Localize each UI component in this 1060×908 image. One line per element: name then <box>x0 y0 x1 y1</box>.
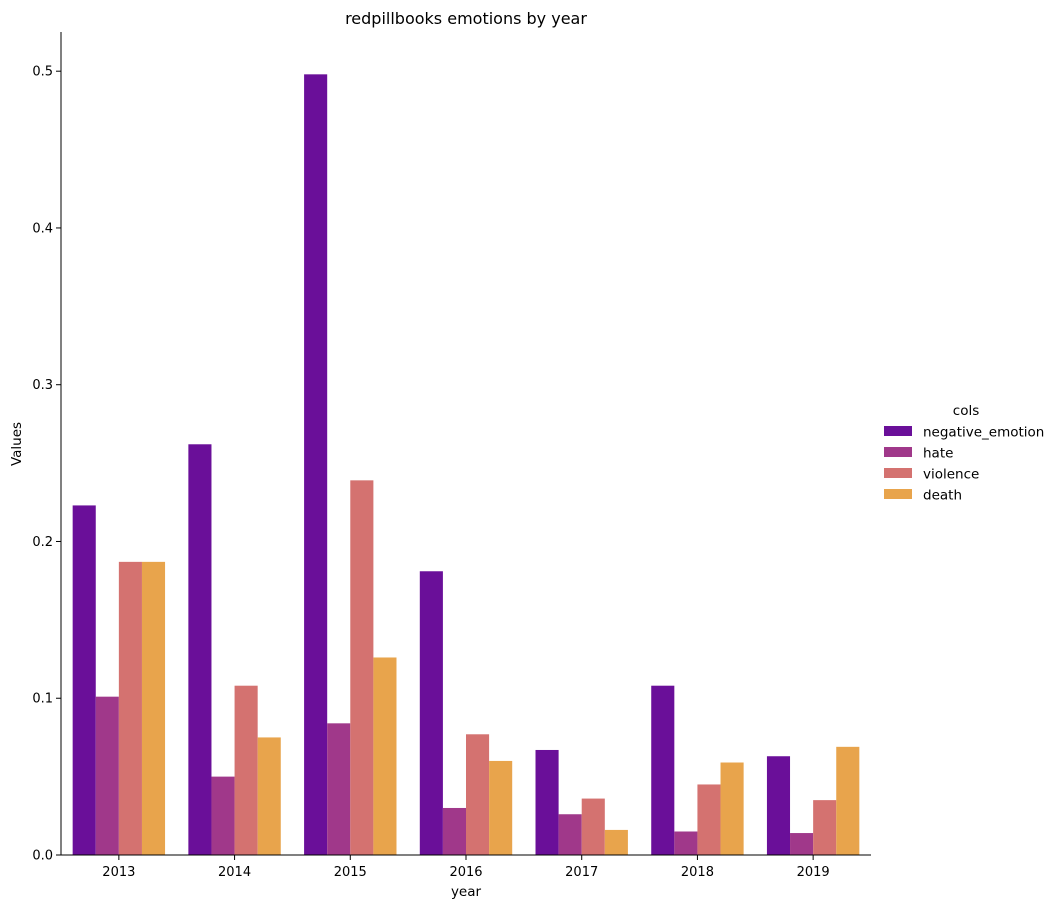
bar-hate-2013 <box>95 696 119 855</box>
bar-death-2018 <box>720 762 744 855</box>
bar-negative_emotion-2014 <box>188 444 212 855</box>
x-tick-label: 2016 <box>449 865 482 880</box>
x-ticks: 2013 2014 2015 2016 2017 2018 2019 <box>102 855 830 880</box>
bar-negative_emotion-2019 <box>766 756 791 855</box>
bar-negative_emotion-2018 <box>651 685 675 855</box>
bars-group <box>72 74 860 855</box>
y-tick-label: 0.1 <box>32 692 53 707</box>
bar-negative_emotion-2013 <box>72 505 96 855</box>
bar-death-2016 <box>489 760 513 855</box>
bar-violence-2014 <box>234 685 258 855</box>
legend-swatch-negative_emotion <box>884 426 912 436</box>
x-tick-label: 2013 <box>102 865 135 880</box>
bar-violence-2015 <box>350 480 374 855</box>
x-tick-label: 2017 <box>565 865 598 880</box>
bar-death-2019 <box>836 746 860 855</box>
x-tick-label: 2015 <box>334 865 367 880</box>
bar-hate-2015 <box>327 723 351 855</box>
bar-hate-2018 <box>674 831 698 855</box>
y-tick-label: 0.2 <box>32 535 53 550</box>
legend-label-negative_emotion: negative_emotion <box>923 425 1044 441</box>
x-tick-label: 2014 <box>218 865 251 880</box>
bar-death-2014 <box>257 737 281 855</box>
bar-violence-2013 <box>118 561 142 855</box>
x-axis-title: year <box>451 884 482 900</box>
bar-hate-2017 <box>558 814 582 855</box>
bar-violence-2019 <box>813 800 837 855</box>
bar-death-2013 <box>141 561 166 855</box>
y-tick-label: 0.4 <box>32 221 53 236</box>
legend-label-hate: hate <box>923 446 953 462</box>
bar-hate-2019 <box>790 833 814 855</box>
bar-death-2017 <box>604 829 628 855</box>
bar-hate-2014 <box>211 776 235 855</box>
y-tick-label: 0.0 <box>32 849 53 864</box>
y-ticks: 0.0 0.1 0.2 0.3 0.4 0.5 <box>32 65 61 864</box>
bar-violence-2016 <box>466 734 490 855</box>
bar-violence-2018 <box>697 784 721 855</box>
legend-label-death: death <box>923 488 962 504</box>
x-tick-label: 2019 <box>797 865 830 880</box>
bar-death-2015 <box>373 657 397 855</box>
bar-violence-2017 <box>581 798 605 855</box>
legend-swatch-death <box>884 489 912 499</box>
legend-label-violence: violence <box>923 467 979 483</box>
bar-negative_emotion-2017 <box>535 749 559 855</box>
y-tick-label: 0.5 <box>32 65 53 80</box>
legend-title: cols <box>953 403 979 419</box>
legend-swatch-violence <box>884 468 912 478</box>
legend-swatch-hate <box>884 447 912 457</box>
y-tick-label: 0.3 <box>32 378 53 393</box>
bar-negative_emotion-2016 <box>419 571 443 855</box>
chart-title: redpillbooks emotions by year <box>345 9 587 28</box>
x-tick-label: 2018 <box>681 865 714 880</box>
y-axis-title: Values <box>9 422 25 466</box>
bar-negative_emotion-2015 <box>304 74 328 855</box>
bar-hate-2016 <box>442 807 466 855</box>
